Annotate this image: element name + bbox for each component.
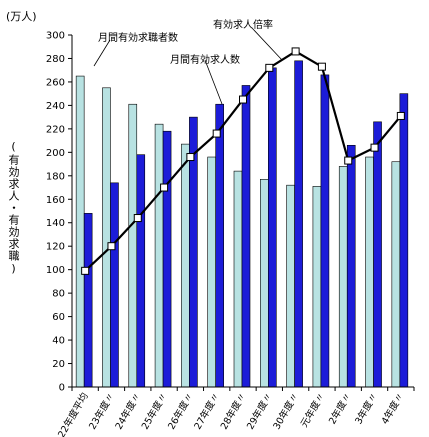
- bar-job-offers: [373, 121, 382, 388]
- y-unit-label: (万人): [6, 10, 37, 23]
- bar-job-offers: [241, 85, 251, 388]
- bar-job-offers: [162, 130, 172, 388]
- bar-job-offers: [268, 67, 277, 388]
- x-tick-label: 30年度〃: [271, 391, 302, 432]
- bar-job-seekers: [338, 166, 348, 388]
- y-tick-label: 60: [52, 312, 65, 323]
- x-tick-label: 4年度〃: [379, 391, 407, 427]
- y-tick-label: 260: [46, 77, 65, 88]
- x-tick-label: 2年度〃: [326, 391, 354, 427]
- bar-job-offers: [83, 213, 93, 388]
- ratio-marker: [133, 214, 142, 223]
- legend-job-seekers: 月間有効求職者数: [98, 33, 178, 44]
- ratio-marker: [160, 183, 169, 192]
- y-tick-label: 0: [59, 383, 65, 394]
- x-tick-label: 26年度〃: [165, 391, 196, 432]
- bar-job-seekers: [312, 186, 322, 388]
- y-tick-label: 280: [46, 54, 65, 65]
- ratio-marker: [186, 153, 195, 162]
- x-tick-label: 28年度〃: [218, 391, 249, 432]
- ratio-marker: [396, 111, 405, 120]
- legend-ratio: 有効求人倍率: [213, 20, 273, 31]
- ratio-marker: [370, 143, 379, 152]
- y-tick-label: 220: [46, 124, 65, 135]
- y-tick-label: 120: [46, 242, 65, 253]
- leader-ratio: [251, 27, 283, 61]
- y-tick-label: 40: [52, 336, 65, 347]
- bar-job-offers: [399, 93, 409, 388]
- bar-job-seekers: [154, 123, 164, 388]
- x-tick-label: 25年度〃: [139, 391, 170, 432]
- x-tick-label: 元年度〃: [298, 391, 327, 430]
- bar-job-offers: [136, 154, 146, 388]
- bar-job-offers: [320, 74, 330, 388]
- bar-job-seekers: [128, 103, 138, 388]
- y-tick-label: 180: [46, 171, 65, 182]
- leader-job-offers: [204, 59, 223, 105]
- bar-job-offers: [346, 144, 356, 388]
- bar-job-seekers: [260, 179, 269, 388]
- x-tick-label: 3年度〃: [352, 391, 380, 427]
- bar-job-offers: [294, 60, 303, 388]
- bar-job-seekers: [233, 170, 243, 388]
- ratio-marker: [212, 129, 221, 138]
- y-tick-label: 160: [46, 195, 65, 206]
- bar-job-seekers: [181, 143, 190, 388]
- x-tick-label: 22年度平均: [55, 391, 90, 437]
- y-tick-label: 100: [46, 265, 65, 276]
- bar-job-seekers: [207, 156, 216, 388]
- leader-job-seekers: [93, 39, 111, 67]
- x-tick-label: 27年度〃: [192, 391, 223, 432]
- ratio-marker: [344, 156, 353, 165]
- y-tick-label: 80: [52, 289, 65, 300]
- ratio-marker: [265, 63, 274, 72]
- x-tick-label: 29年度〃: [244, 391, 275, 432]
- bar-job-offers: [215, 103, 224, 388]
- bar-job-offers: [110, 182, 119, 388]
- bar-job-seekers: [102, 87, 111, 388]
- ratio-marker: [291, 47, 300, 56]
- y-tick-label: 20: [52, 359, 65, 370]
- ratio-marker: [317, 62, 326, 71]
- y-tick-label: 300: [46, 31, 65, 42]
- y-tick-label: 240: [46, 101, 65, 112]
- y-tick-label: 140: [46, 218, 65, 229]
- x-tick-label: 24年度〃: [113, 391, 144, 432]
- ratio-marker: [107, 242, 116, 251]
- ratio-marker: [81, 266, 90, 275]
- x-tick-label: 23年度〃: [86, 391, 117, 432]
- y-tick-label: 200: [46, 148, 65, 159]
- bar-job-seekers: [365, 156, 374, 388]
- ratio-marker: [239, 95, 247, 104]
- bar-job-seekers: [391, 161, 401, 388]
- bar-job-seekers: [286, 184, 295, 388]
- y-axis-label: (有効求人・有効求職): [7, 140, 20, 276]
- bar-job-seekers: [75, 75, 85, 388]
